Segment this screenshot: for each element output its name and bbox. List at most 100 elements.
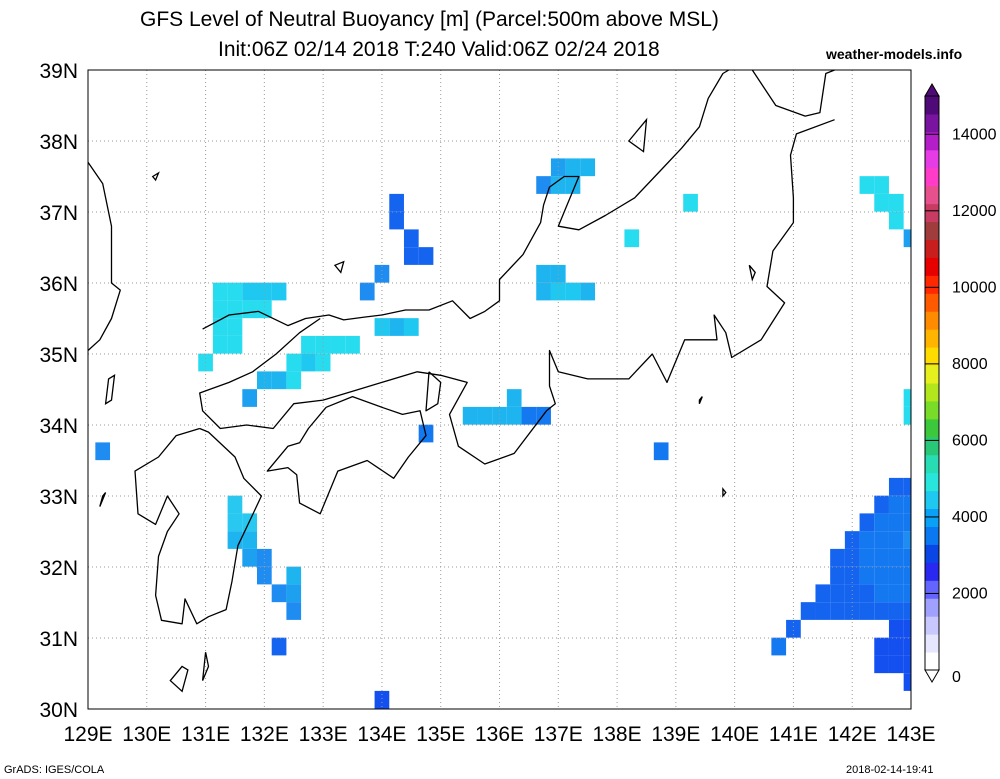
coastline — [266, 395, 427, 515]
field-cell — [227, 335, 243, 354]
field-cell — [903, 673, 911, 691]
field-cell — [536, 282, 551, 301]
chart-subtitle: Init:06Z 02/14 2018 T:240 Valid:06Z 02/2… — [218, 38, 660, 61]
colorbar-swatch — [925, 113, 939, 133]
field-cell — [888, 602, 904, 620]
coastlines — [87, 69, 835, 693]
field-cell — [874, 513, 889, 532]
field-cell — [315, 335, 331, 354]
lon-tick-label: 142E — [828, 723, 877, 746]
lat-tick-label: 34N — [39, 415, 78, 438]
footer-timestamp: 2018-02-14-19:41 — [846, 764, 934, 776]
lon-tick-label: 141E — [769, 723, 818, 746]
colorbar-swatch — [925, 96, 939, 115]
field-cell — [550, 282, 566, 301]
field-cell — [903, 548, 911, 567]
colorbar-swatch — [925, 490, 939, 510]
colorbar-swatch — [925, 436, 939, 456]
field-cell — [212, 282, 228, 301]
field-cell — [624, 229, 640, 248]
field-cell — [903, 389, 911, 407]
colorbar-swatch — [925, 418, 939, 438]
island-outline — [201, 652, 210, 681]
field-cell — [888, 548, 904, 567]
field-cell — [271, 637, 287, 656]
chart-title: GFS Level of Neutral Buoyancy [m] (Parce… — [140, 8, 719, 31]
colorbar-label: 8000 — [952, 356, 988, 373]
field-cell — [903, 566, 911, 585]
field-cell — [903, 602, 911, 620]
island-outline — [698, 396, 703, 404]
field-cell — [844, 548, 860, 567]
colorbar-swatch — [925, 562, 939, 581]
colorbar-swatch — [925, 203, 939, 223]
field-cell — [888, 193, 904, 212]
field-cell — [874, 655, 889, 674]
field-cell — [888, 495, 904, 514]
field-cells — [95, 158, 911, 709]
colorbar-swatch — [925, 347, 939, 366]
colorbar-label: 10000 — [952, 279, 997, 296]
field-cell — [903, 619, 911, 638]
lon-tick-label: 130E — [122, 723, 171, 746]
lon-tick-label: 131E — [181, 723, 230, 746]
field-cell — [286, 353, 302, 372]
island-outline — [99, 492, 107, 507]
field-cell — [844, 584, 860, 603]
colorbar-swatch — [925, 508, 939, 527]
field-cell — [271, 282, 287, 301]
colorbar-swatch — [925, 131, 939, 151]
field-cell — [859, 584, 875, 603]
field-cell — [521, 406, 537, 425]
lon-tick-label: 140E — [710, 723, 759, 746]
colorbar-swatch — [925, 185, 939, 205]
field-cell — [888, 637, 904, 656]
field-cell — [374, 690, 390, 709]
colorbar-label: 0 — [952, 669, 961, 686]
field-cell — [859, 602, 875, 620]
field-cell — [257, 282, 272, 301]
field-cell — [903, 229, 911, 248]
coastline — [134, 427, 263, 625]
colorbar: 0 2000 4000 6000 8000 10000 12000 14000 — [924, 83, 997, 686]
field-cell — [565, 282, 581, 301]
colorbar-swatch — [925, 149, 939, 169]
field-cell — [844, 531, 860, 549]
field-cell — [462, 406, 478, 425]
field-cell — [874, 584, 889, 603]
footer-credit: GrADS: IGES/COLA — [4, 764, 105, 776]
colorbar-label: 2000 — [952, 585, 988, 602]
lat-tick-label: 30N — [39, 699, 78, 722]
field-cell — [830, 566, 845, 585]
lon-tick-label: 135E — [416, 723, 465, 746]
field-cell — [286, 602, 302, 620]
field-cell — [286, 371, 302, 390]
lon-tick-label: 139E — [651, 723, 700, 746]
lon-tick-label: 129E — [63, 723, 112, 746]
colorbar-swatch — [925, 400, 939, 420]
field-cell — [550, 176, 566, 194]
field-cell — [271, 371, 287, 390]
field-cell — [257, 371, 272, 390]
field-cell — [888, 531, 904, 549]
field-cell — [888, 619, 904, 638]
field-cell — [330, 335, 346, 354]
brand-label: weather-models.info — [826, 46, 963, 62]
field-cell — [859, 566, 875, 585]
colorbar-swatch — [925, 293, 939, 312]
lon-tick-label: 136E — [475, 723, 524, 746]
field-cell — [874, 495, 889, 514]
colorbar-swatch — [925, 580, 939, 599]
field-cell — [683, 193, 698, 212]
field-cell — [257, 300, 272, 319]
island-outline — [169, 665, 189, 693]
field-cell — [859, 176, 875, 194]
field-cell — [492, 406, 507, 425]
colorbar-label: 14000 — [952, 126, 997, 143]
field-cell — [874, 548, 889, 567]
field-cell — [227, 513, 243, 532]
field-cell — [212, 300, 228, 319]
field-cell — [536, 176, 551, 194]
field-cell — [565, 158, 581, 177]
field-cell — [830, 548, 845, 567]
